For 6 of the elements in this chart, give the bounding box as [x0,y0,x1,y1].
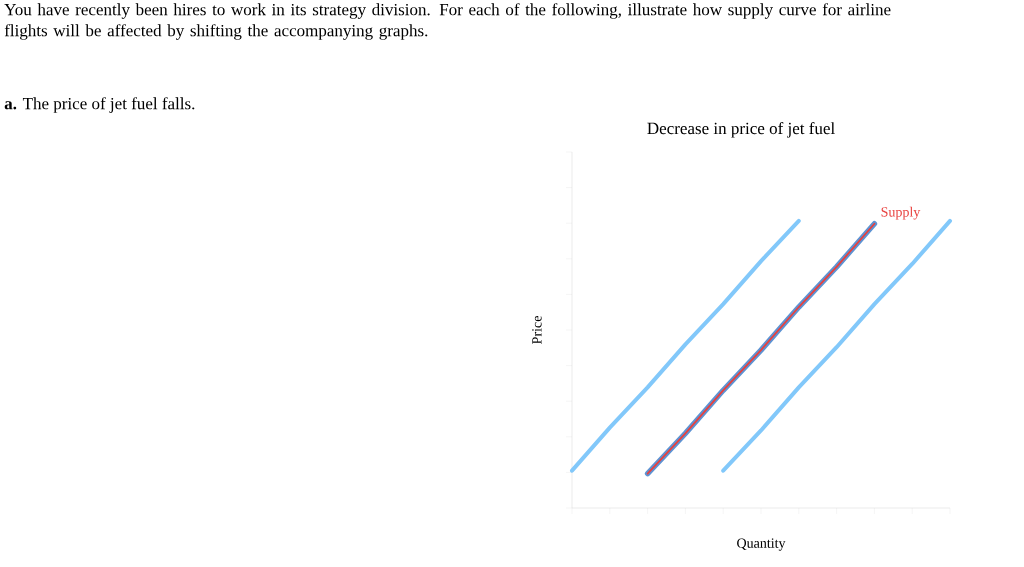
y-axis-title: Price [532,316,542,344]
text: You have recently been hires to work in its strategy division. For each of the following, illustrate how supply curve for airline flights will be affected by shifting the accompanying graphs. [4,3,891,40]
series-label: Supply [881,206,921,220]
text: a. The price of jet fuel falls. [4,97,195,113]
chart-title: Decrease in price of jet fuel [647,122,835,138]
x-axis-title: Quantity [737,538,786,551]
